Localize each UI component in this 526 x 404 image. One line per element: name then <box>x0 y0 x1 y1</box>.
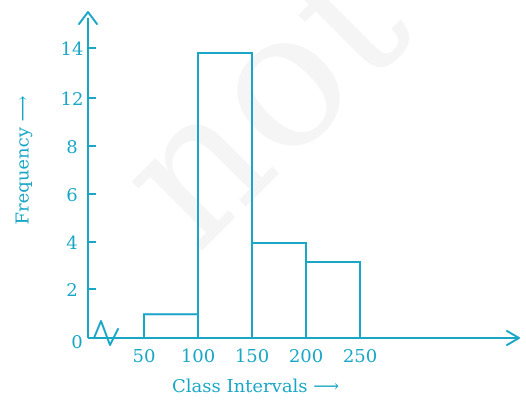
origin-label: 0 <box>71 332 82 353</box>
histogram-bar <box>143 313 199 339</box>
axes <box>78 11 520 346</box>
y-tick-label: 6 <box>66 185 77 206</box>
y-tick-label: 12 <box>61 89 84 110</box>
histogram-bars <box>143 52 361 339</box>
y-tick-label: 8 <box>66 137 77 158</box>
histogram-bar <box>197 52 253 339</box>
x-axis-label-arrow-icon: ⟶ <box>313 376 340 397</box>
x-axis-arrow-icon <box>506 330 520 346</box>
x-axis-ticks: 50 100 150 200 250 <box>133 346 378 367</box>
x-tick-label: 100 <box>181 346 215 367</box>
x-axis-label: Class Intervals ⟶ <box>172 376 339 397</box>
y-axis-ticks: 2 4 6 8 12 14 <box>61 39 96 301</box>
x-axis-label-text: Class Intervals <box>172 376 308 397</box>
x-tick-label: 150 <box>235 346 269 367</box>
y-axis-label: Frequency ⟶ <box>13 96 34 225</box>
x-tick-label: 250 <box>343 346 377 367</box>
x-tick-label: 50 <box>133 346 156 367</box>
y-tick-label: 4 <box>66 233 77 254</box>
x-tick-label: 200 <box>289 346 323 367</box>
y-tick-label: 2 <box>66 280 77 301</box>
y-axis-label-text: Frequency <box>12 127 34 225</box>
y-tick-label: 14 <box>61 39 84 60</box>
histogram-bar <box>251 242 307 339</box>
y-axis-label-arrow-icon: ⟶ <box>12 95 34 122</box>
histogram-bar <box>305 261 361 339</box>
axis-break-icon <box>93 320 119 346</box>
y-axis-arrow-icon <box>78 11 98 25</box>
